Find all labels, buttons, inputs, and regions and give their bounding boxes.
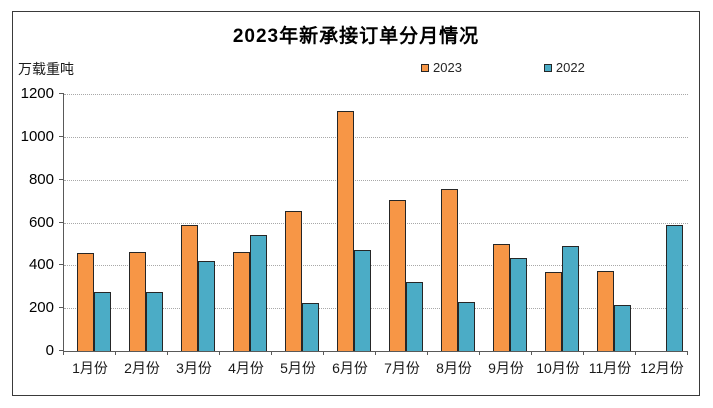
bar-2022-5月份 — [302, 302, 319, 351]
bar-2022-1月份 — [94, 291, 111, 351]
y-axis-tick-800 — [59, 178, 64, 180]
category-slot-12: 12月份 — [636, 94, 688, 376]
legend-swatch-2023 — [421, 63, 429, 72]
y-axis-tick-1000 — [59, 135, 64, 137]
x-axis-tick-7 — [427, 351, 428, 355]
y-axis-tick-600 — [59, 221, 64, 223]
x-axis-tick-9 — [531, 351, 532, 355]
x-axis-label-2月份: 2月份 — [124, 360, 160, 376]
bar-2023-8月份 — [441, 189, 458, 351]
bar-2023-6月份 — [337, 110, 354, 351]
bar-2023-9月份 — [493, 244, 510, 351]
y-axis-label-0: 0 — [45, 342, 54, 359]
legend-item-2022: 2022 — [543, 60, 585, 75]
bar-2022-12月份 — [666, 225, 683, 351]
x-axis-tick-8 — [479, 351, 480, 355]
legend-item-2023: 2023 — [421, 60, 462, 75]
bar-2023-5月份 — [285, 210, 302, 351]
x-axis-label-4月份: 4月份 — [228, 360, 264, 376]
x-axis-label-3月份: 3月份 — [176, 360, 212, 376]
bar-2022-3月份 — [198, 261, 215, 351]
chart-title: 2023年新承接订单分月情况 — [232, 26, 480, 47]
category-slot-9: 9月份 — [480, 94, 532, 376]
bar-2023-10月份 — [545, 272, 562, 351]
bar-2023-3月份 — [181, 224, 198, 351]
y-axis-label-1200: 1200 — [20, 85, 54, 102]
category-slot-1: 1月份 — [63, 94, 116, 376]
y-axis-tick-1200 — [59, 93, 64, 94]
bar-2022-2月份 — [146, 291, 163, 351]
y-axis-tick-400 — [59, 264, 64, 266]
x-axis-label-8月份: 8月份 — [436, 360, 472, 376]
x-axis-label-9月份: 9月份 — [488, 360, 524, 376]
x-axis-label-6月份: 6月份 — [332, 360, 368, 376]
x-axis-tick-4 — [271, 351, 272, 355]
gridline-800 — [64, 179, 688, 181]
bar-2023-11月份 — [597, 271, 614, 351]
gridline-400 — [64, 265, 688, 267]
y-axis-tick-200 — [59, 307, 64, 309]
x-axis-label-5月份: 5月份 — [280, 360, 316, 376]
x-axis-tick-0 — [63, 351, 64, 355]
legend-swatch-2022 — [543, 63, 552, 72]
slots: 1月份 2月份 3月份 4月份 5月份 6月份 7月份 8月份 9月份 10月份 11月份 12月份 — [63, 94, 688, 376]
y-axis-label-1000: 1000 — [20, 127, 54, 145]
category-slot-7: 7月份 — [376, 94, 428, 376]
x-axis-label-7月份: 7月份 — [384, 360, 420, 376]
x-axis-label-12月份: 12月份 — [640, 360, 684, 376]
gridline-1000 — [64, 136, 688, 138]
x-axis-label-1月份: 1月份 — [72, 360, 108, 376]
gridline-600 — [64, 222, 688, 224]
category-slot-3: 3月份 — [168, 94, 220, 376]
bar-2022-10月份 — [562, 246, 579, 351]
bar-2022-7月份 — [406, 282, 423, 351]
bar-2023-4月份 — [233, 252, 250, 351]
legend: 2023 2022 — [421, 60, 585, 75]
bar-2022-6月份 — [354, 249, 371, 351]
bar-2023-1月份 — [77, 253, 94, 351]
bar-2023-7月份 — [389, 199, 406, 351]
category-slot-10: 10月份 — [532, 94, 584, 376]
category-slot-5: 5月份 — [272, 94, 324, 376]
y-axis-label-600: 600 — [28, 213, 54, 231]
x-axis-tick-6 — [375, 351, 376, 355]
plot-area: 1月份 2月份 3月份 4月份 5月份 6月份 7月份 8月份 9月份 10月份 11月份 12月份 … — [21, 86, 688, 376]
x-axis-label-10月份: 10月份 — [536, 360, 580, 376]
legend-label-2022: 2022 — [555, 60, 585, 75]
category-slot-4: 4月份 — [220, 94, 272, 376]
bar-2022-11月份 — [614, 305, 631, 351]
bar-2022-4月份 — [250, 234, 267, 351]
x-axis-tick-11 — [635, 351, 636, 355]
x-axis-tick-3 — [219, 351, 220, 355]
y-axis-label-200: 200 — [28, 299, 54, 317]
x-axis-tick-2 — [167, 351, 168, 355]
y-axis-label-400: 400 — [28, 256, 54, 274]
category-slot-8: 8月份 — [428, 94, 480, 376]
gridline-200 — [64, 308, 688, 310]
x-axis-tick-10 — [583, 351, 584, 355]
legend-label-2023: 2023 — [433, 60, 462, 75]
bar-2022-9月份 — [510, 258, 527, 351]
category-slot-6: 6月份 — [324, 94, 376, 376]
gridline-1200 — [64, 94, 688, 95]
y-axis-label-800: 800 — [28, 170, 54, 188]
x-axis-label-11月份: 11月份 — [588, 360, 632, 376]
bar-2023-2月份 — [129, 252, 146, 351]
chart-frame: 2023年新承接订单分月情况 2023 2022 万载重吨 1月份 2月份 3月份 4… — [12, 11, 700, 396]
category-slot-2: 2月份 — [116, 94, 168, 376]
x-axis-tick-12 — [687, 351, 688, 355]
bar-2022-8月份 — [458, 301, 475, 351]
y-axis-tick-0 — [59, 350, 64, 351]
category-slot-11: 11月份 — [584, 94, 636, 376]
x-axis-tick-5 — [323, 351, 324, 355]
y-axis-unit-label: 万载重吨 — [18, 61, 74, 77]
x-axis-tick-1 — [115, 351, 116, 355]
